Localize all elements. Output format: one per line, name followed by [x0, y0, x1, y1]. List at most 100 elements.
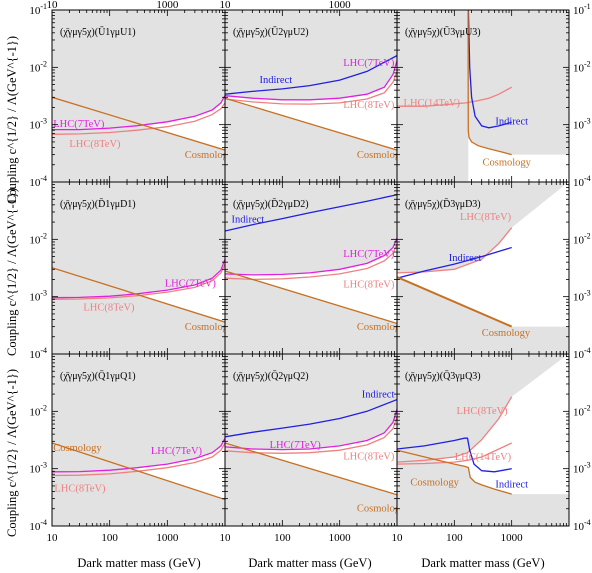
panel-title: (χ̄γμγ5χ)(Q̄2γμQ2) [233, 370, 309, 382]
series-label-lhc8: LHC(8TeV) [54, 483, 106, 494]
series-line-lhc8 [225, 244, 397, 281]
series-line-indirect [397, 437, 512, 473]
series-line-lhc7 [52, 437, 225, 473]
x-tick-label-top: 10 [220, 0, 232, 11]
y-tick-label: 10-1 [29, 2, 47, 17]
series-line-cosmology [397, 449, 512, 495]
series-label-lhc7: LHC(7TeV) [151, 446, 203, 457]
y-tick-label: 10-3 [29, 117, 47, 132]
panel-frame [396, 353, 570, 527]
x-tick-label: 1000 [501, 532, 524, 544]
y-tick-label: 10-4 [29, 346, 47, 361]
series-label-cosmology: Cosmology [482, 328, 531, 339]
series-label-indirect: Indirect [362, 389, 395, 400]
x-tick-label-top: 10 [47, 0, 59, 11]
y-tick-label: 10-2 [573, 59, 591, 74]
y-tick-label: 10-4 [573, 518, 591, 533]
panel-title: (χ̄γμγ5χ)(D̄1γμD1) [60, 198, 136, 210]
series-label-cosmology: Cosmology [483, 157, 532, 168]
panel-6: LHC(8TeV) Indirect Cosmology (χ̄γμγ5χ)(D̄3γ… [396, 181, 591, 361]
panel-8: LHC(7TeV) LHC(8TeV) Indirect Cosmology (χ̄γμ… [220, 353, 406, 544]
series-label-cosmology: Cosmology [357, 322, 406, 333]
series-label-lhc8: LHC(8TeV) [343, 100, 395, 111]
y-axis-label: Coupling c^{1/2} / Λ(GeV^{-1}) [5, 188, 19, 356]
excluded-region [52, 182, 225, 354]
x-tick-label-top: 1000 [329, 0, 352, 11]
series-label-lhc7: LHC(7TeV) [343, 58, 395, 69]
excluded-region [397, 10, 469, 182]
y-tick-label: 10-4 [29, 518, 47, 533]
series-line-cosmology [225, 442, 397, 496]
series-label-indirect: Indirect [260, 75, 293, 86]
series-line-lhc7 [52, 95, 225, 131]
x-tick-label: 10 [47, 532, 59, 544]
series-line-lhc8 [52, 442, 225, 477]
series-line-cosmology [52, 267, 225, 323]
series-label-lhc7: LHC(7TeV) [343, 249, 395, 260]
series-label-cosmology: Cosmology [410, 477, 459, 488]
x-axis-label: Dark matter mass (GeV) [248, 556, 371, 570]
series-label-lhc8: LHC(8TeV) [456, 406, 508, 417]
y-tick-label: 10-2 [29, 231, 47, 246]
x-axis-label: Dark matter mass (GeV) [421, 556, 544, 570]
series-line-lhc7 [225, 408, 397, 451]
series-line-lhc8 [52, 263, 225, 300]
y-tick-label: 10-2 [29, 403, 47, 418]
series-label-lhc8: LHC(8TeV) [343, 279, 395, 290]
series-label-cosmology: Cosmology [185, 150, 234, 161]
panel-title: (χ̄γμγ5χ)(D̄3γμD3) [405, 198, 481, 210]
panel-4: LHC(7TeV) LHC(8TeV) Cosmology (χ̄γμγ5χ)(D̄1… [29, 181, 234, 361]
x-tick-label: 1000 [156, 532, 179, 544]
series-label-lhc7: LHC(7TeV) [165, 279, 217, 290]
series-label-lhc7: LHC(7TeV) [53, 119, 105, 130]
y-tick-label: 10-1 [573, 2, 591, 17]
x-tick-label: 100 [101, 532, 118, 544]
y-tick-label: 10-4 [573, 174, 591, 189]
y-tick-label: 10-2 [29, 59, 47, 74]
x-tick-label: 1000 [329, 532, 352, 544]
y-tick-label: 10-3 [573, 289, 591, 304]
series-line-lhc8 [225, 416, 397, 454]
series-line-lhc14 [397, 86, 513, 107]
excluded-region [52, 354, 225, 526]
y-tick-label: 10-3 [29, 461, 47, 476]
series-label-indirect: Indirect [232, 215, 265, 226]
panel-7: LHC(7TeV) LHC(8TeV) Cosmology (χ̄γμγ5χ)(Q̄1… [29, 353, 226, 544]
panel-5: LHC(7TeV) LHC(8TeV) Indirect Cosmology (χ̄γμ… [224, 181, 406, 355]
panel-1: LHC(7TeV) LHC(8TeV) Cosmology (χ̄γμγ5χ)(Ū1γ… [29, 0, 234, 189]
series-line-lhc8 [52, 102, 225, 135]
panel-title: (χ̄γμγ5χ)(Q̄1γμQ1) [60, 370, 136, 382]
series-label-cosmology: Cosmology [53, 443, 102, 454]
y-tick-label: 10-4 [29, 174, 47, 189]
y-tick-label: 10-3 [573, 117, 591, 132]
series-label-lhc14: LHC(14TeV) [404, 98, 461, 109]
series-line-indirect [225, 55, 397, 95]
series-line-cosmology [52, 442, 225, 501]
series-line-cosmology [225, 270, 397, 325]
series-label-lhc8: LHC(8TeV) [343, 451, 395, 462]
series-line-lhc8 [397, 396, 513, 463]
series-line-lhc7 [52, 258, 225, 299]
panel-title: (χ̄γμγ5χ)(Ū3γμU3) [405, 26, 481, 38]
series-label-cosmology: Cosmology [357, 150, 406, 161]
y-axis-label: Coupling c^{1/2} / Λ(GeV^{-1}) [5, 369, 19, 537]
series-label-lhc7: LHC(7TeV) [270, 440, 322, 451]
y-tick-label: 10-3 [573, 461, 591, 476]
panel-title: (χ̄γμγ5χ)(Ū1γμU1) [60, 26, 136, 38]
x-tick-label-top: 1000 [156, 0, 179, 11]
series-label-lhc8: LHC(8TeV) [83, 302, 135, 313]
x-tick-label: 100 [446, 532, 463, 544]
panel-9: LHC(8TeV) LHC(14TeV) Indirect Cosmology (χ̄γ… [392, 353, 591, 544]
x-tick-label: 100 [274, 532, 291, 544]
y-tick-label: 10-2 [573, 231, 591, 246]
series-line-lhc7 [225, 60, 397, 101]
series-line-indirect [467, 10, 512, 129]
excluded-region [52, 10, 225, 182]
x-tick-label: 10 [220, 532, 232, 544]
panel-title: (χ̄γμγ5χ)(Q̄3γμQ3) [405, 370, 481, 382]
series-line-cosmology [225, 97, 397, 151]
series-line-cosmology [52, 96, 225, 151]
panel-title: (χ̄γμγ5χ)(D̄2γμD2) [233, 198, 309, 210]
series-line-lhc14 [397, 442, 512, 465]
